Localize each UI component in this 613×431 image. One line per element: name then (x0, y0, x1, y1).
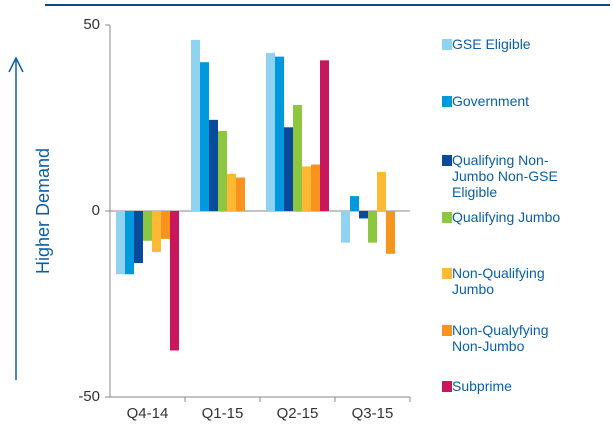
legend-item: Non-Qualyfying Non-Jumbo (442, 322, 577, 354)
bar (350, 196, 359, 211)
bar (377, 171, 386, 211)
bar (227, 173, 236, 211)
legend-item: Qualifying Jumbo (442, 209, 577, 225)
bar (170, 211, 179, 351)
bar (359, 211, 368, 219)
legend-label: GSE Eligible (452, 36, 531, 52)
bar (134, 211, 143, 264)
legend-swatch (442, 381, 452, 392)
legend-item: Government (442, 93, 577, 109)
bar (191, 39, 200, 211)
legend-label: Subprime (452, 378, 512, 394)
bar (341, 211, 350, 243)
bar (386, 211, 395, 254)
bar (368, 211, 377, 243)
legend-swatch (442, 325, 452, 336)
y-axis-label: Higher Demand (33, 148, 53, 274)
x-tick-label: Q4-14 (127, 405, 169, 422)
arrow-head (8, 56, 24, 73)
bar (116, 211, 125, 275)
legend-item: GSE Eligible (442, 36, 577, 52)
bar (311, 164, 320, 211)
legend-item: Subprime (442, 378, 577, 394)
bar (218, 131, 227, 211)
legend-label: Qualifying Non-Jumbo Non-GSE Eligible (452, 152, 558, 200)
bar (143, 211, 152, 241)
legend-swatch (442, 39, 452, 50)
legend-swatch (442, 155, 452, 166)
x-tick-label: Q1-15 (202, 405, 244, 422)
bar (320, 60, 329, 212)
legend-swatch (442, 96, 452, 107)
x-tick-label: Q3-15 (352, 405, 394, 422)
x-tick-label: Q2-15 (277, 405, 319, 422)
legend-swatch (442, 268, 452, 279)
bar (209, 119, 218, 211)
legend-label: Qualifying Jumbo (452, 209, 561, 225)
bar (236, 177, 245, 211)
y-tick-label: 50 (83, 16, 100, 33)
bar (266, 52, 275, 212)
y-tick-label: 0 (92, 202, 100, 219)
legend-label: Non-Qualyfying Non-Jumbo (452, 322, 549, 354)
legend-item: Qualifying Non-Jumbo Non-GSE Eligible (442, 152, 577, 200)
bar (152, 211, 161, 252)
bar (200, 62, 209, 212)
bar (302, 166, 311, 211)
legend-label: Non-Qualifying Jumbo (452, 265, 545, 297)
legend-swatch (442, 212, 452, 223)
bar (293, 104, 302, 211)
legend-label: Government (452, 93, 530, 109)
bar (161, 211, 170, 239)
bar (284, 127, 293, 211)
bar (275, 56, 284, 212)
y-tick-label: -50 (78, 388, 100, 405)
bar (125, 211, 134, 275)
legend-item: Non-Qualifying Jumbo (442, 265, 577, 297)
